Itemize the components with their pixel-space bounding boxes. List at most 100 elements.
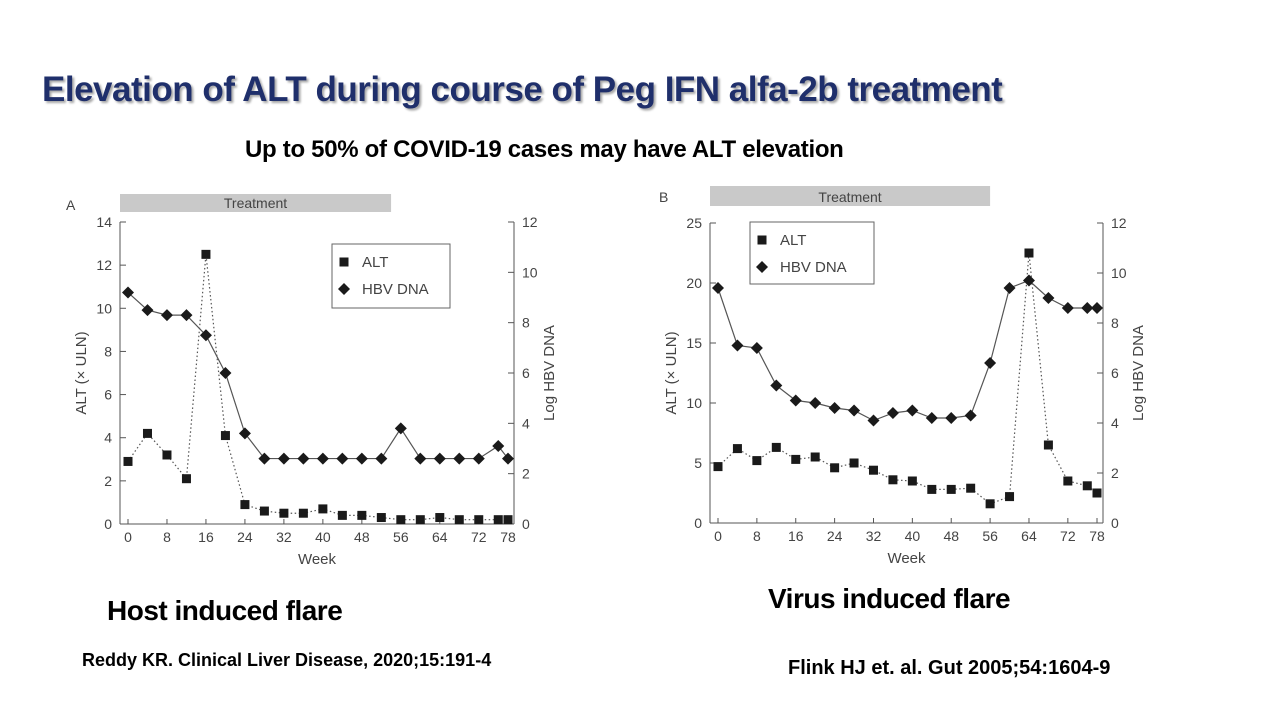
data-point-hbv-dna	[492, 439, 505, 452]
data-point-hbv-dna	[122, 286, 134, 299]
data-point-alt	[752, 456, 762, 466]
y-tick-label-left: 14	[96, 214, 112, 230]
data-point-alt	[1092, 488, 1102, 498]
data-point-hbv-dna	[355, 452, 368, 465]
x-tick-label: 48	[354, 529, 370, 545]
y-tick-label-left: 0	[104, 516, 112, 532]
panel-label: B	[659, 189, 668, 205]
y-tick-label-left: 0	[694, 515, 702, 531]
data-point-hbv-dna	[219, 367, 232, 379]
y-tick-label-right: 6	[1111, 365, 1119, 381]
reference-reddy: Reddy KR. Clinical Liver Disease, 2020;1…	[82, 650, 492, 670]
data-point-alt	[966, 483, 976, 493]
y-tick-label-right: 8	[1111, 315, 1119, 331]
treatment-banner	[120, 194, 392, 212]
x-axis-label: Week	[298, 551, 337, 568]
data-point-alt	[493, 515, 503, 525]
y-tick-label-left: 15	[686, 335, 702, 351]
legend-label-hbv-dna: HBV DNA	[780, 259, 847, 276]
caption-virus-induced-flare: Virus induced flare	[768, 583, 1011, 614]
data-point-hbv-dna	[297, 452, 310, 465]
data-point-alt	[201, 249, 211, 259]
y-tick-label-right: 2	[1111, 465, 1119, 481]
y-tick-label-right: 12	[522, 214, 538, 230]
data-point-hbv-dna	[258, 452, 271, 465]
data-point-hbv-dna	[770, 379, 783, 392]
data-point-alt	[849, 458, 859, 468]
data-point-alt	[830, 463, 840, 473]
y-tick-label-left: 10	[96, 300, 112, 316]
data-point-alt	[1024, 248, 1034, 258]
treatment-label: Treatment	[818, 189, 881, 205]
data-point-alt	[337, 510, 347, 520]
data-point-hbv-dna	[160, 309, 173, 322]
data-point-hbv-dna	[1003, 282, 1016, 294]
x-tick-label: 78	[1089, 528, 1105, 544]
data-point-alt	[357, 510, 367, 520]
x-tick-label: 56	[393, 529, 409, 545]
caption-host-induced-flare: Host induced flare	[107, 595, 343, 626]
x-tick-label: 0	[714, 528, 722, 544]
data-point-alt	[1082, 481, 1092, 491]
x-tick-label: 8	[753, 528, 761, 544]
data-point-hbv-dna	[848, 404, 861, 417]
y-tick-label-left: 25	[686, 215, 702, 231]
y-tick-label-right: 12	[1111, 215, 1127, 231]
legend-box	[749, 221, 875, 285]
data-point-hbv-dna	[1042, 292, 1055, 304]
y-tick-label-right: 0	[522, 516, 530, 532]
data-point-alt	[1005, 492, 1015, 502]
data-point-hbv-dna	[199, 329, 212, 342]
data-point-alt	[376, 513, 386, 523]
series-line-hbv-dna	[717, 279, 1097, 422]
treatment-banner	[710, 186, 991, 206]
data-point-hbv-dna	[472, 452, 485, 465]
data-point-hbv-dna	[453, 452, 466, 465]
x-tick-label: 64	[432, 529, 448, 545]
data-point-alt	[415, 515, 425, 525]
y-axis-label-right: Log HBV DNA	[541, 325, 558, 421]
x-tick-label: 8	[163, 529, 171, 545]
data-point-alt	[279, 508, 289, 518]
legend-box	[331, 243, 451, 309]
x-tick-label: 40	[905, 528, 921, 544]
y-tick-label-left: 5	[694, 455, 702, 471]
legend-label-alt: ALT	[780, 232, 806, 249]
data-point-hbv-dna	[180, 309, 193, 322]
data-point-alt	[396, 515, 406, 525]
slide-subtitle: Up to 50% of COVID-19 cases may have ALT…	[245, 136, 844, 163]
data-point-hbv-dna	[964, 409, 977, 422]
x-tick-label: 0	[124, 529, 132, 545]
data-point-hbv-dna	[809, 397, 822, 409]
data-point-alt	[810, 452, 820, 462]
y-tick-label-right: 0	[1111, 515, 1119, 531]
data-point-hbv-dna	[336, 452, 349, 465]
data-point-hbv-dna	[1061, 302, 1074, 314]
y-axis-label-right: Log HBV DNA	[1130, 325, 1147, 421]
data-point-alt	[220, 431, 230, 441]
data-point-alt	[435, 513, 445, 523]
data-point-alt	[985, 499, 995, 509]
data-point-alt	[123, 456, 133, 466]
x-tick-label: 32	[276, 529, 292, 545]
reference-flink: Flink HJ et. al. Gut 2005;54:1604-9	[788, 657, 1111, 679]
data-point-alt	[868, 465, 878, 475]
chart-panel-b: B Treatment 0 5 10 15 20 25 0 2 4 6 8 10 12 0 8 16 24 32 40 4…	[655, 180, 1175, 575]
y-tick-label-right: 2	[522, 466, 530, 482]
data-point-hbv-dna	[750, 342, 763, 354]
data-point-hbv-dna	[789, 394, 802, 407]
x-tick-label: 56	[982, 528, 998, 544]
data-point-alt	[732, 444, 742, 454]
data-point-alt	[454, 515, 464, 525]
data-point-alt	[888, 475, 898, 485]
x-tick-label: 24	[827, 528, 843, 544]
data-point-alt	[927, 484, 937, 494]
legend-marker-hbv-dna	[338, 283, 350, 295]
x-tick-label: 72	[1060, 528, 1076, 544]
data-point-hbv-dna	[984, 357, 997, 369]
x-tick-label: 40	[315, 529, 331, 545]
data-point-alt	[474, 515, 484, 525]
y-tick-label-left: 20	[686, 275, 702, 291]
